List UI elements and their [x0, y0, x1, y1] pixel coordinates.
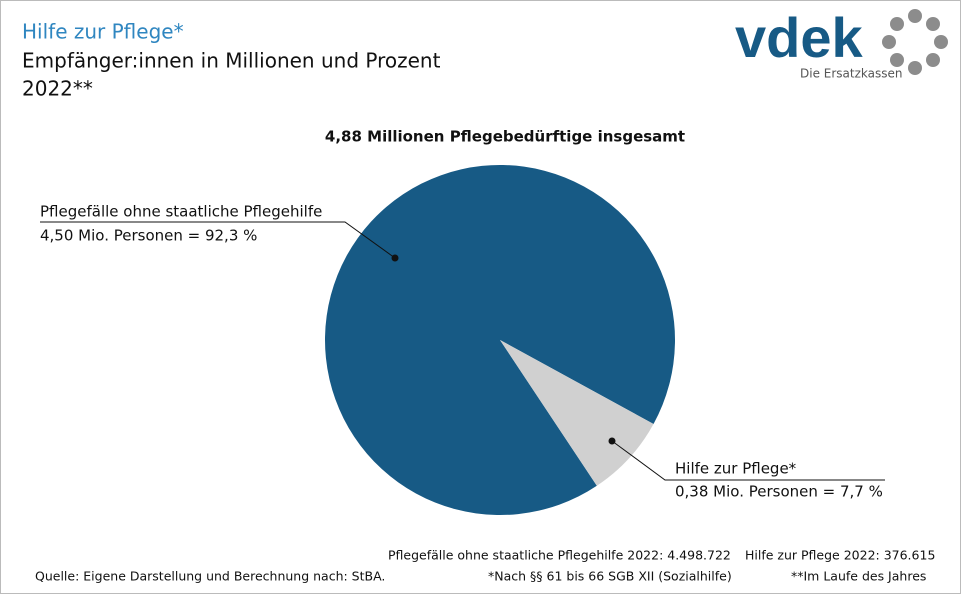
chart-title: 4,88 Millionen Pflegebedürftige insgesam…	[325, 128, 685, 146]
logo-text: vdek	[735, 6, 863, 69]
source: Quelle: Eigene Darstellung und Berechnun…	[35, 569, 385, 584]
leader-dot	[608, 437, 616, 445]
note: Hilfe zur Pflege 2022: 376.615	[745, 548, 935, 563]
logo: vdek Die Ersatzkassen	[735, 6, 948, 81]
value-label: 0,38 Mio. Personen = 7,7 %	[675, 483, 883, 501]
leader-line	[611, 440, 885, 481]
logo-tagline: Die Ersatzkassen	[800, 67, 902, 81]
slice-label: Pflegefälle ohne staatliche Pflegehilfe	[40, 203, 322, 221]
logo-ring	[882, 9, 948, 75]
pie	[324, 165, 675, 515]
leader-line	[40, 221, 396, 259]
pie-slice	[500, 340, 654, 486]
title: Hilfe zur Pflege*	[22, 20, 184, 44]
subtitle: Empfänger:innen in Millionen und Prozent	[22, 49, 441, 73]
value-label: 4,50 Mio. Personen = 92,3 %	[40, 227, 257, 245]
slice-label: Hilfe zur Pflege*	[675, 460, 797, 478]
footnote: **Im Laufe des Jahres	[791, 569, 926, 584]
note: Pflegefälle ohne staatliche Pflegehilfe …	[388, 548, 731, 563]
leader-dot	[391, 254, 399, 262]
subtitle: 2022**	[22, 77, 93, 101]
footnote: *Nach §§ 61 bis 66 SGB XII (Sozialhilfe)	[488, 569, 732, 584]
